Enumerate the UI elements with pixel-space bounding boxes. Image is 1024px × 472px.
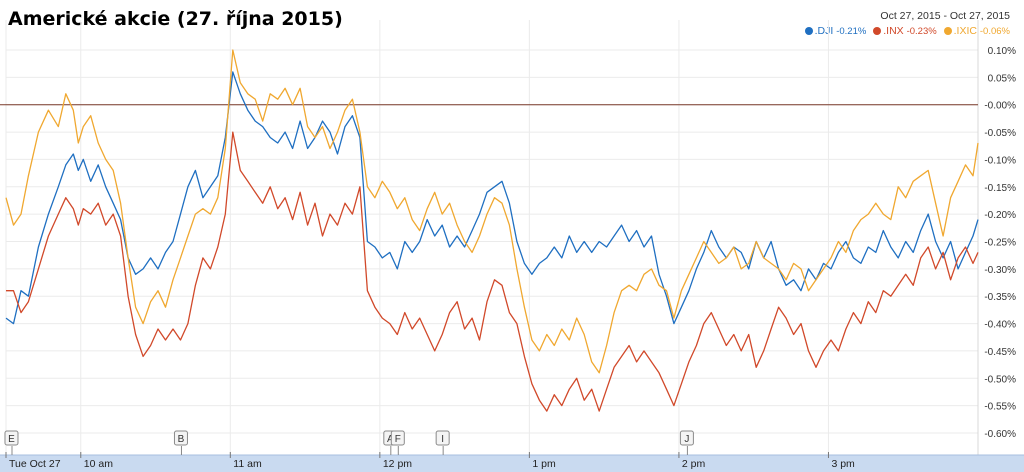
legend: .DJI -0.21% .INX -0.23% .IXIC -0.06%: [801, 25, 1010, 37]
news-marker-box: [4, 430, 19, 446]
y-tick-label: -0.40%: [984, 320, 1016, 331]
news-marker-label: I: [441, 434, 444, 445]
news-marker-box: [679, 430, 694, 446]
chart-title: Americké akcie (27. října 2015): [8, 8, 343, 30]
y-tick-label: -0.15%: [984, 183, 1016, 194]
y-tick-label: -0.00%: [984, 101, 1016, 112]
series-line-dji: [5, 71, 979, 325]
x-axis-strip: [0, 455, 1024, 472]
x-tick-label: 3 pm: [831, 458, 855, 470]
date-separator: -: [943, 10, 947, 22]
news-marker-box: [173, 430, 188, 446]
y-tick-label: -0.55%: [984, 402, 1016, 413]
legend-item-inx[interactable]: .INX -0.23%: [873, 25, 939, 37]
y-tick-label: 0.05%: [988, 73, 1016, 84]
y-tick-label: -0.20%: [984, 210, 1016, 221]
y-tick-label: -0.60%: [984, 429, 1016, 440]
y-tick-label: 0.10%: [988, 46, 1016, 57]
y-tick-label: -0.05%: [984, 128, 1016, 139]
news-marker-label: J: [684, 434, 689, 445]
y-tick-label: -0.25%: [984, 238, 1016, 249]
y-tick-label: -0.30%: [984, 265, 1016, 276]
y-tick-label: -0.35%: [984, 292, 1016, 303]
legend-symbol: .INX: [883, 25, 904, 37]
date-from: Oct 27, 2015: [880, 10, 941, 22]
news-marker-label: A: [387, 434, 394, 445]
x-axis: Tue Oct 27 10 am 11 am 12 pm 1 pm 2 pm 3 pm: [0, 452, 1024, 472]
legend-dot-icon: [804, 27, 813, 35]
news-marker-e[interactable]: E: [4, 430, 19, 455]
news-marker-j[interactable]: J: [679, 430, 694, 455]
news-marker-label: B: [178, 434, 185, 445]
x-tick-label: 1 pm: [532, 458, 556, 470]
x-tick-label: 11 am: [233, 458, 262, 470]
x-tick-label: 12 pm: [383, 458, 412, 470]
grid: [5, 20, 979, 455]
y-tick-label: -0.45%: [984, 347, 1016, 358]
date-to: Oct 27, 2015: [949, 10, 1010, 22]
x-tick-label: 2 pm: [682, 458, 706, 470]
date-range: Oct 27, 2015 - Oct 27, 2015: [880, 10, 1010, 22]
legend-dot-icon: [943, 27, 952, 35]
legend-change: -0.06%: [979, 26, 1010, 37]
series-line-ixic: [5, 49, 979, 374]
news-marker-box: [390, 430, 405, 446]
y-tick-label: -0.10%: [984, 155, 1016, 166]
legend-change: -0.23%: [906, 26, 937, 37]
y-tick-label: -0.50%: [984, 374, 1016, 385]
news-marker-f[interactable]: F: [390, 430, 405, 455]
news-marker-label: E: [8, 434, 15, 445]
x-tick-label: 10 am: [84, 458, 113, 470]
news-marker-box: [435, 430, 450, 446]
series-lines: [5, 49, 979, 412]
news-marker-label: F: [395, 434, 401, 445]
x-tick-label: Tue Oct 27: [9, 458, 61, 470]
legend-symbol: .IXIC: [953, 25, 977, 37]
y-axis-ticks: 0.10% 0.05% -0.00% -0.05% -0.10% -0.15% -0.20%…: [984, 46, 1016, 440]
legend-change: -0.21%: [836, 26, 867, 37]
series-line-inx: [6, 131, 979, 412]
news-marker-i[interactable]: I: [435, 430, 450, 455]
legend-dot-icon: [873, 27, 882, 35]
legend-item-ixic[interactable]: .IXIC -0.06%: [943, 25, 1010, 37]
news-marker-b[interactable]: B: [173, 430, 188, 455]
